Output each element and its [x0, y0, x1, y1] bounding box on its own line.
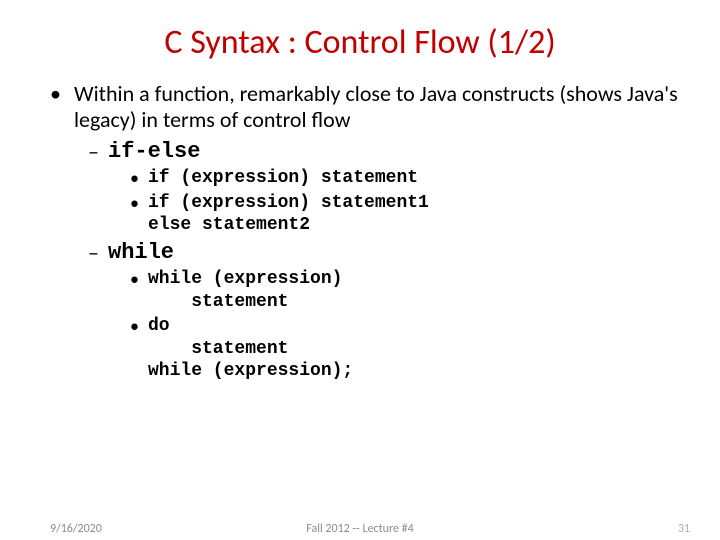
dash-marker: –: [88, 138, 108, 166]
code-continuation: statement: [50, 338, 690, 361]
code-text: while (expression): [148, 268, 342, 291]
section-label: if-else: [108, 138, 200, 166]
code-text: if (expression) statement1: [148, 192, 429, 215]
slide-title: C Syntax : Control Flow (1/2): [0, 0, 720, 81]
bullet-level-2: – if-else: [50, 138, 690, 166]
bullet-text: Within a function, remarkably close to J…: [74, 81, 690, 134]
bullet-level-3: • while (expression): [50, 268, 690, 291]
footer-center: Fall 2012 -- Lecture #4: [0, 522, 720, 536]
bullet-level-3: • if (expression) statement1: [50, 192, 690, 215]
bullet-marker: •: [130, 192, 148, 215]
code-text: do: [148, 315, 170, 338]
bullet-level-3: • do: [50, 315, 690, 338]
slide-content: • Within a function, remarkably close to…: [0, 81, 720, 383]
bullet-marker: •: [130, 315, 148, 338]
code-continuation: statement: [50, 291, 690, 314]
bullet-marker: •: [50, 81, 74, 134]
footer-page-number: 31: [678, 522, 690, 536]
bullet-level-1: • Within a function, remarkably close to…: [50, 81, 690, 134]
bullet-marker: •: [130, 167, 148, 190]
bullet-level-3: • if (expression) statement: [50, 167, 690, 190]
code-continuation: else statement2: [50, 214, 690, 237]
section-label: while: [108, 239, 174, 267]
dash-marker: –: [88, 239, 108, 267]
code-text: if (expression) statement: [148, 167, 418, 190]
code-continuation: while (expression);: [50, 360, 690, 383]
bullet-level-2: – while: [50, 239, 690, 267]
bullet-marker: •: [130, 268, 148, 291]
